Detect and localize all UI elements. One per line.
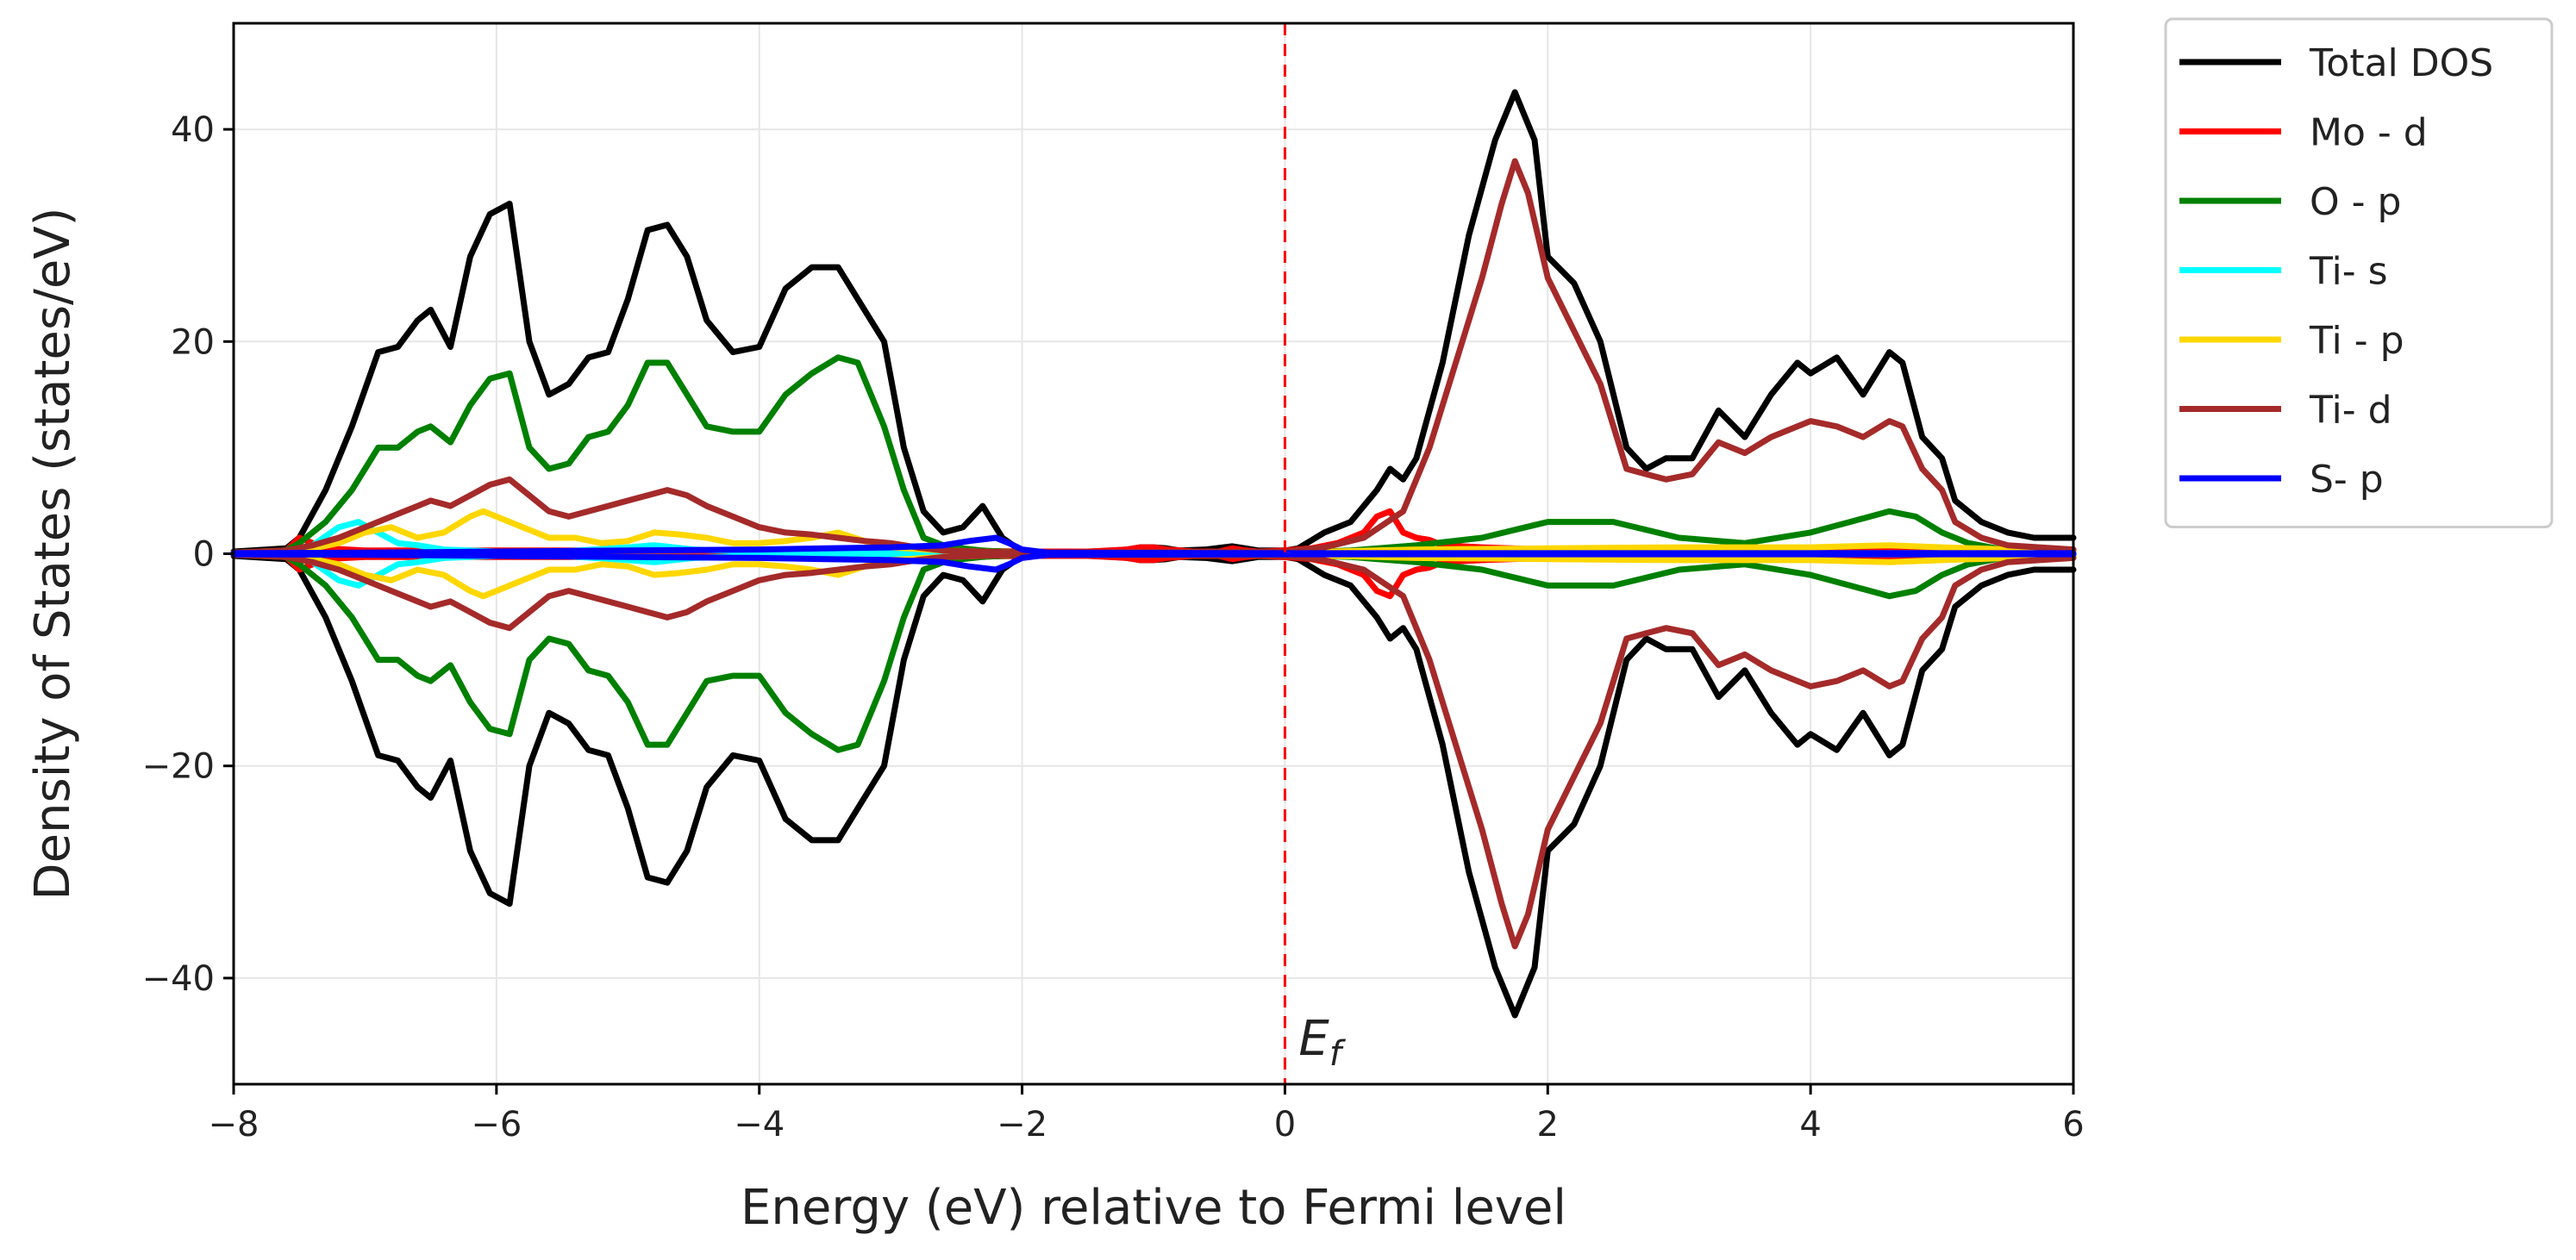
x-tick-label-0: −8 (209, 1105, 259, 1145)
x-tick-label-7: 6 (2062, 1105, 2084, 1145)
y-tick-label-0: −40 (142, 959, 215, 999)
legend-label-o-p: O - p (2310, 180, 2401, 224)
legend-label-mo-d: Mo - d (2310, 111, 2428, 155)
fermi-level-marker: Ef (1283, 23, 1347, 1084)
legend-label-s-p: S- p (2310, 458, 2384, 502)
x-tick-label-2: −4 (734, 1105, 785, 1145)
x-tick-label-4: 0 (1274, 1105, 1296, 1145)
legend-label-ti-d: Ti- d (2309, 389, 2392, 433)
series-lines (230, 89, 2077, 1019)
legend-box (2164, 17, 2554, 528)
fermi-level-label: Ef (1298, 1011, 1346, 1074)
series-o-p-spin-up (230, 354, 2077, 556)
series-s-p-spin-up (230, 534, 2077, 557)
legend-label-total-dos: Total DOS (2309, 41, 2493, 85)
fermi-label-main: E (1298, 1011, 1329, 1067)
y-tick-label-1: −20 (142, 747, 215, 787)
series-s-p-spin-down (230, 551, 2077, 573)
x-axis-label: Energy (eV) relative to Fermi level (741, 1180, 1566, 1236)
series-ti-p-spin-up (230, 508, 2077, 556)
series-o-p-spin-down (230, 552, 2077, 753)
y-tick-label-3: 20 (171, 322, 215, 362)
legend-label-ti-s: Ti- s (2309, 250, 2388, 294)
y-tick-label-4: 40 (171, 110, 215, 150)
x-tick-label-6: 4 (1799, 1105, 1821, 1145)
x-tick-label-3: −2 (997, 1105, 1047, 1145)
y-tick-label-2: 0 (193, 535, 215, 575)
legend-label-ti-p: Ti - p (2309, 319, 2404, 363)
legend: Total DOS Mo - d O - p Ti- s Ti - p Ti- d S- p (2164, 17, 2554, 528)
series-ti-p-spin-down (230, 552, 2077, 600)
x-tick-label-5: 2 (1537, 1105, 1559, 1145)
y-axis-label: Density of States (states/eV) (25, 207, 81, 900)
x-tick-label-1: −6 (471, 1105, 522, 1145)
